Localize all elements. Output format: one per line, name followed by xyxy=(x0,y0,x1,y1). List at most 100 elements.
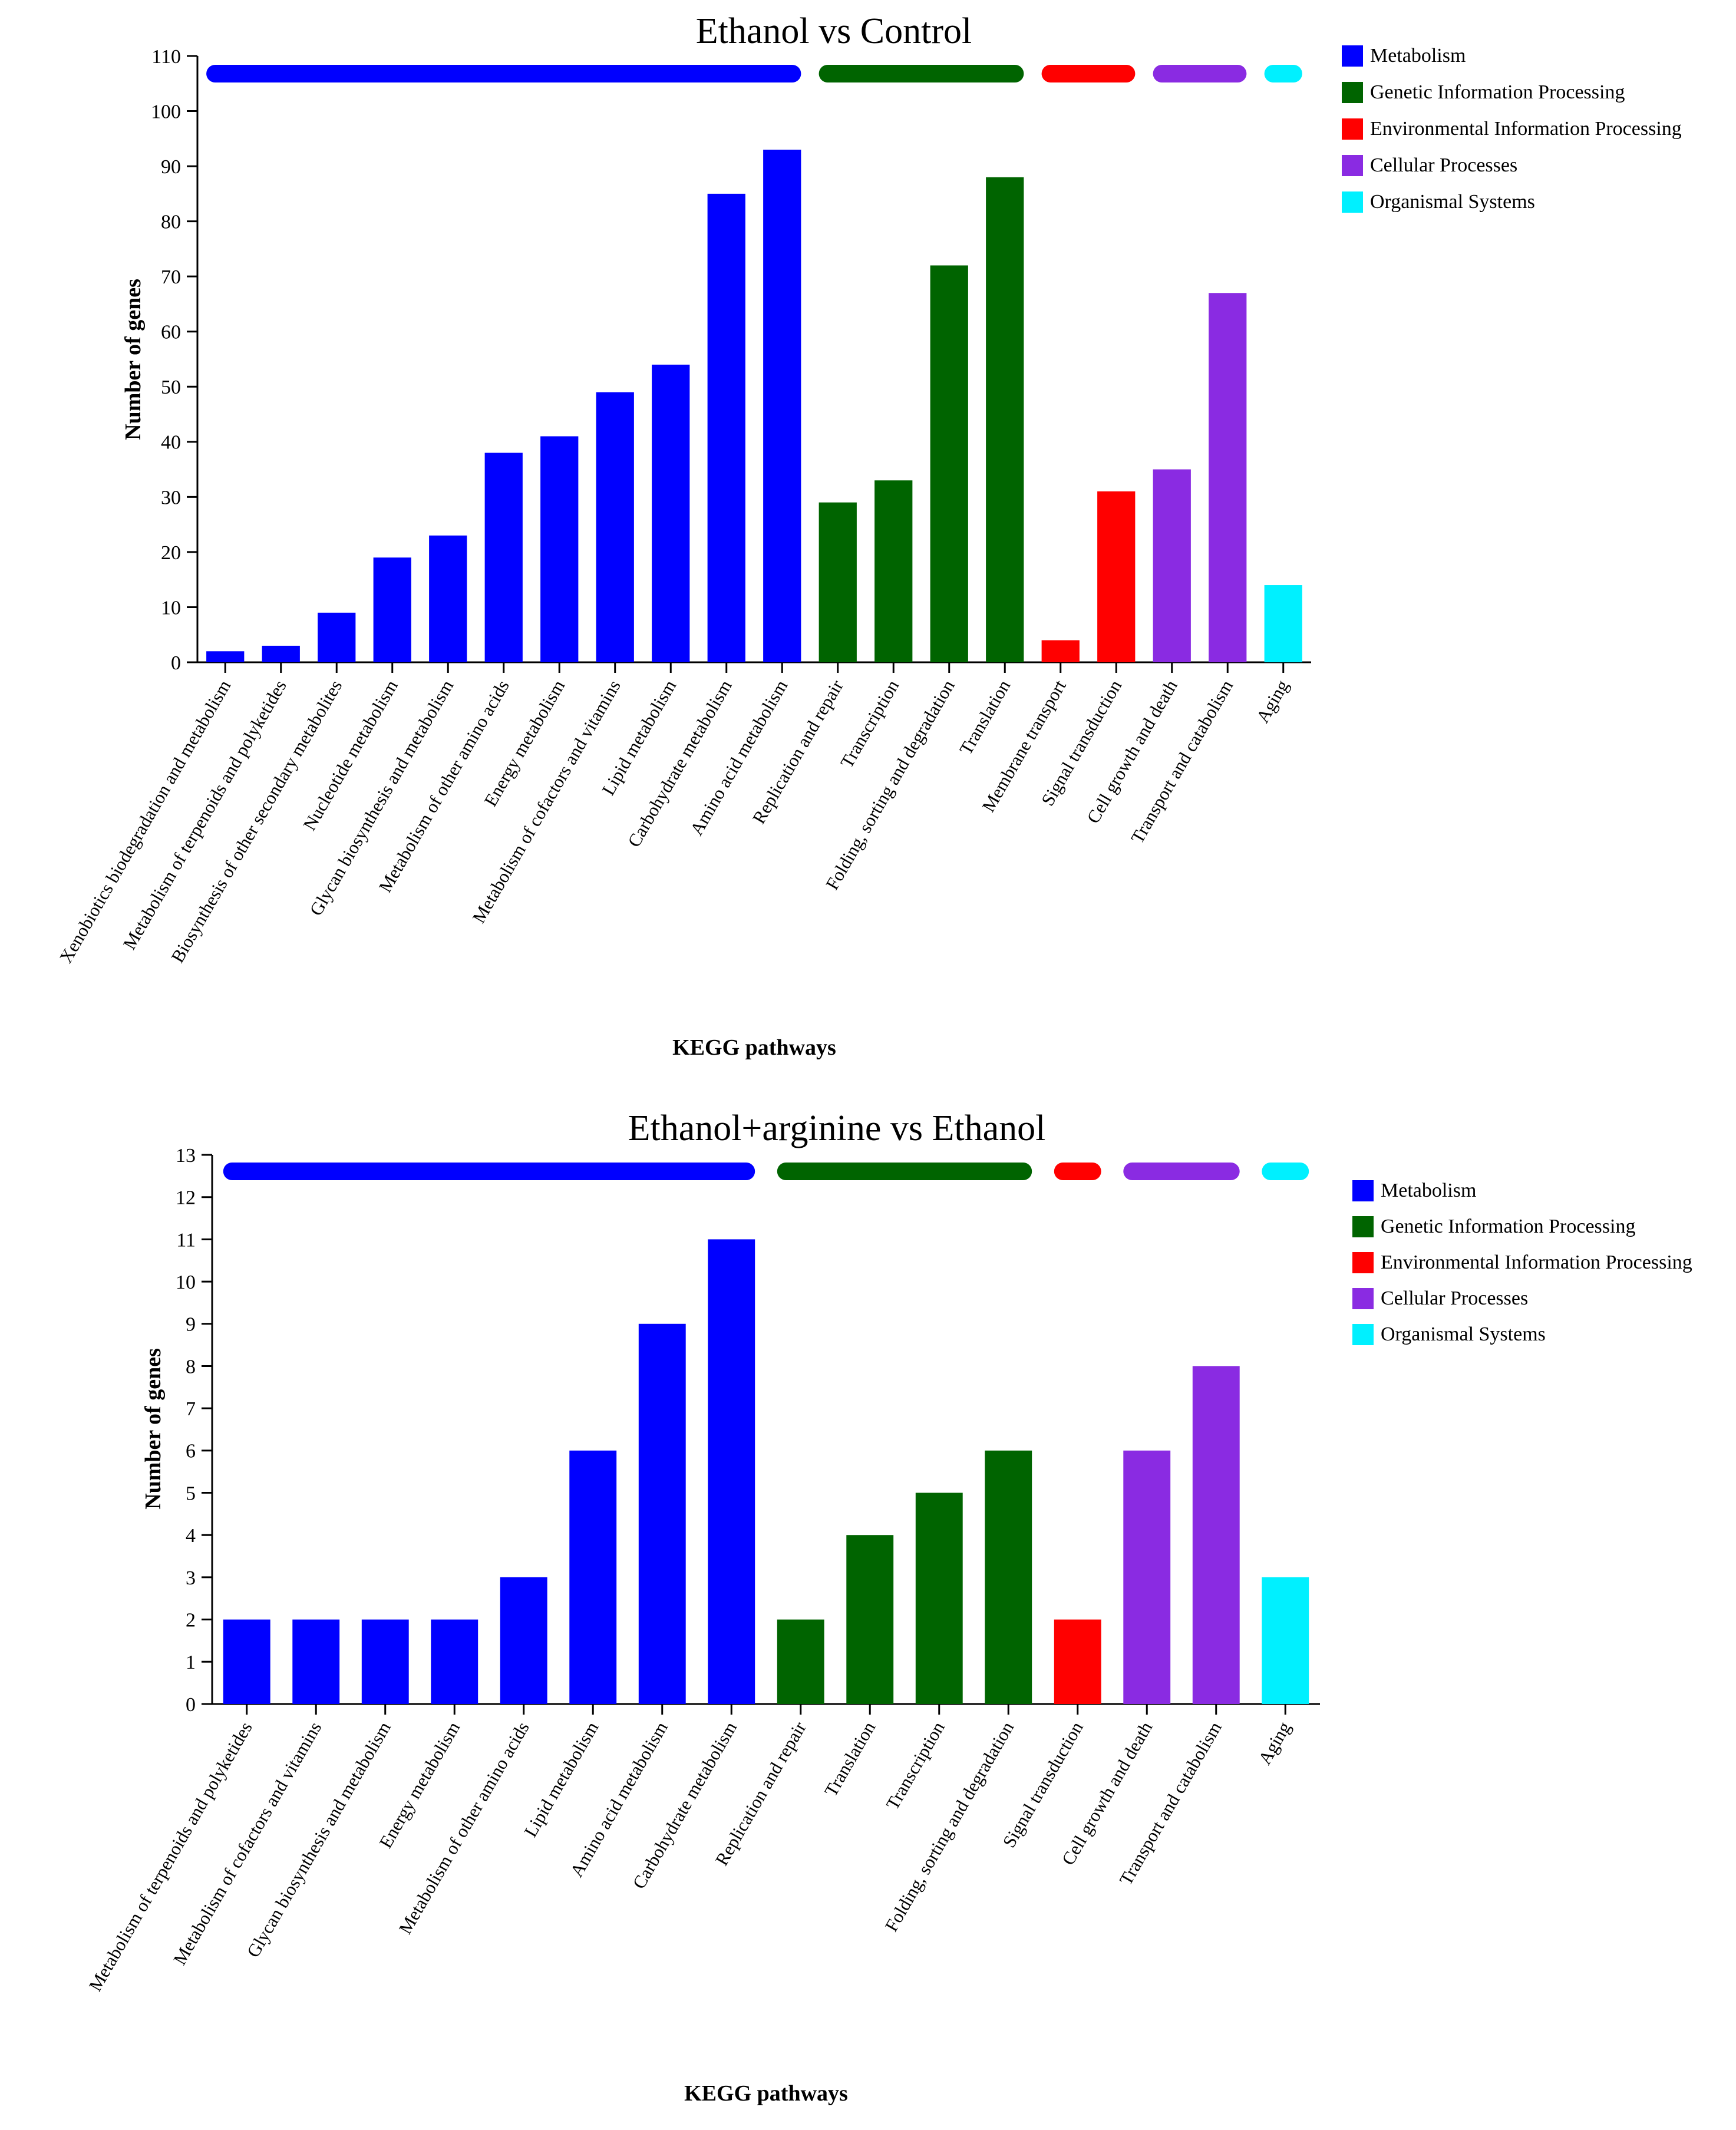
bar-3 xyxy=(318,612,356,662)
legend-label-metabolism: Metabolism xyxy=(1370,45,1466,67)
bar-4 xyxy=(431,1619,478,1704)
bar-16 xyxy=(1262,1577,1309,1704)
bar-2 xyxy=(262,645,300,662)
bar-1 xyxy=(206,651,245,662)
y-tick-label: 90 xyxy=(161,156,181,178)
chart-1: Ethanol vs Control 0 10 20 30 40 50 60 70 80 90 100… xyxy=(55,11,1682,1060)
y-tick-label: 60 xyxy=(161,322,181,344)
category-label: Aging xyxy=(1252,676,1293,726)
bar-18 xyxy=(1153,469,1191,662)
y-tick-label: 8 xyxy=(186,1356,196,1378)
bar-8 xyxy=(596,392,634,662)
y-tick-label: 9 xyxy=(186,1314,196,1336)
category-label: Aging xyxy=(1254,1718,1295,1768)
category-label: Metabolism of other amino acids xyxy=(395,1718,533,1937)
group-band-organismal xyxy=(1264,65,1302,82)
legend-swatch-environmental xyxy=(1352,1252,1374,1273)
bar-15 xyxy=(1192,1366,1240,1704)
category-label: Transport and catabolism xyxy=(1127,676,1237,847)
legend-label-cellular: Cellular Processes xyxy=(1381,1287,1528,1309)
group-band-cellular xyxy=(1123,1163,1240,1180)
y-tick-label: 7 xyxy=(186,1398,196,1420)
y-tick-label: 110 xyxy=(151,46,181,68)
bar-2 xyxy=(292,1619,340,1704)
legend-swatch-metabolism xyxy=(1352,1180,1374,1201)
legend-label-metabolism: Metabolism xyxy=(1381,1180,1476,1201)
y-tick-label: 4 xyxy=(186,1525,196,1547)
bar-6 xyxy=(569,1450,617,1704)
bar-7 xyxy=(540,436,579,662)
category-label: Amino acid metabolism xyxy=(686,676,791,838)
y-tick-label: 0 xyxy=(186,1694,196,1716)
y-tick-label: 6 xyxy=(186,1441,196,1462)
legend-label-genetic: Genetic Information Processing xyxy=(1381,1216,1635,1237)
legend-swatch-cellular xyxy=(1342,155,1363,176)
category-label: Carbohydrate metabolism xyxy=(623,676,736,851)
y-tick-label: 5 xyxy=(186,1482,196,1504)
legend: Metabolism Genetic Information Processing… xyxy=(1352,1180,1692,1345)
group-band-genetic xyxy=(819,65,1024,82)
bar-17 xyxy=(1097,491,1136,662)
bar-6 xyxy=(484,453,523,662)
category-label: Metabolism of cofactors and vitamins xyxy=(169,1718,325,1969)
legend-label-cellular: Cellular Processes xyxy=(1370,154,1517,176)
bar-11 xyxy=(763,150,801,662)
bar-19 xyxy=(1209,293,1247,662)
bar-9 xyxy=(652,364,690,662)
legend-swatch-metabolism xyxy=(1342,45,1363,67)
group-band-organismal xyxy=(1262,1163,1309,1180)
y-tick-label: 20 xyxy=(161,542,181,564)
legend-label-organismal: Organismal Systems xyxy=(1370,191,1535,213)
y-tick-label: 100 xyxy=(151,101,181,123)
y-axis-label: Number of genes xyxy=(121,279,146,440)
bar-11 xyxy=(915,1492,963,1704)
bar-10 xyxy=(846,1535,894,1704)
x-axis-label: KEGG pathways xyxy=(684,2081,848,2106)
legend-swatch-environmental xyxy=(1342,118,1363,140)
category-label: Lipid metabolism xyxy=(520,1718,602,1841)
bar-3 xyxy=(361,1619,409,1704)
bar-7 xyxy=(638,1323,686,1704)
bar-4 xyxy=(373,557,411,662)
y-tick-label: 50 xyxy=(161,377,181,398)
y-axis-label: Number of genes xyxy=(141,1348,166,1510)
chart-title: Ethanol vs Control xyxy=(696,11,972,51)
legend-label-environmental: Environmental Information Processing xyxy=(1381,1251,1692,1273)
bar-10 xyxy=(707,193,745,662)
legend-label-organismal: Organismal Systems xyxy=(1381,1323,1546,1345)
group-band-environmental xyxy=(1041,65,1136,82)
bar-16 xyxy=(1041,640,1080,662)
category-label: Glycan biosynthesis and metabolism xyxy=(243,1718,395,1961)
y-tick-label: 0 xyxy=(171,652,181,674)
group-band-environmental xyxy=(1054,1163,1101,1180)
y-tick-label: 1 xyxy=(186,1652,196,1673)
y-tick-label: 13 xyxy=(176,1145,196,1167)
bar-14 xyxy=(1123,1450,1171,1704)
bar-13 xyxy=(1054,1619,1101,1704)
legend-swatch-organismal xyxy=(1342,191,1363,213)
y-tick-label: 80 xyxy=(161,212,181,233)
y-tick-label: 11 xyxy=(176,1229,196,1251)
y-tick-label: 10 xyxy=(161,597,181,619)
y-tick-label: 70 xyxy=(161,266,181,288)
group-band-genetic xyxy=(777,1163,1032,1180)
y-tick-label: 40 xyxy=(161,432,181,454)
group-band-metabolism xyxy=(223,1163,755,1180)
legend-swatch-genetic xyxy=(1342,82,1363,103)
y-tick-label: 2 xyxy=(186,1610,196,1632)
bar-20 xyxy=(1264,585,1302,662)
legend-swatch-genetic xyxy=(1352,1216,1374,1237)
bar-12 xyxy=(985,1450,1032,1704)
group-band-metabolism xyxy=(206,65,801,82)
bar-15 xyxy=(986,177,1024,662)
x-axis-label: KEGG pathways xyxy=(672,1035,836,1060)
legend-swatch-organismal xyxy=(1352,1324,1374,1345)
category-label: Translation xyxy=(955,676,1015,758)
y-tick-label: 30 xyxy=(161,487,181,508)
category-label: Translation xyxy=(820,1718,880,1800)
chart-2: Ethanol+arginine vs Ethanol0123456789101… xyxy=(85,1108,1692,2106)
group-band-cellular xyxy=(1153,65,1247,82)
y-tick-label: 3 xyxy=(186,1567,196,1589)
bar-9 xyxy=(777,1619,824,1704)
